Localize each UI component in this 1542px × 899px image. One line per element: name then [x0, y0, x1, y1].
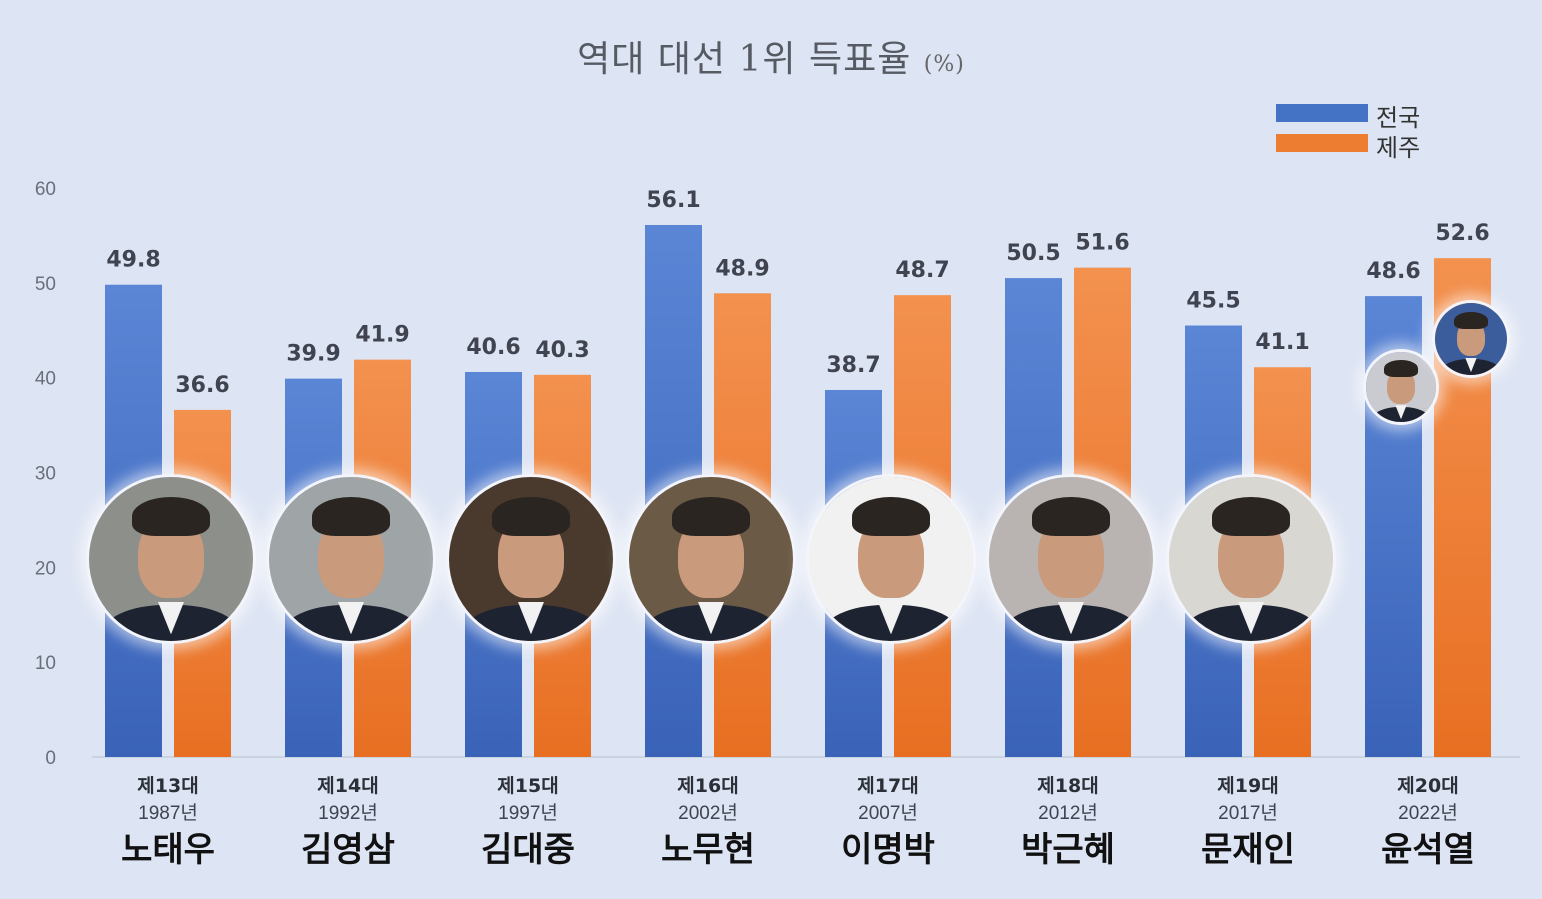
- chart-title: 역대 대선 1위 득표율 (%): [0, 30, 1542, 82]
- category-ordinal: 제13대: [137, 775, 198, 797]
- category-ordinal: 제20대: [1397, 775, 1458, 797]
- portrait-photo: [1432, 300, 1510, 378]
- legend-label-jeju: 제주: [1376, 134, 1421, 162]
- portrait-hair: [1453, 311, 1489, 329]
- data-label-jeju: 40.3: [535, 338, 589, 363]
- category-ordinal: 제14대: [317, 775, 378, 797]
- portrait-hair: [131, 496, 211, 537]
- data-label-nationwide: 50.5: [1006, 241, 1060, 266]
- category-name: 이명박: [841, 830, 935, 870]
- chart-title-unit: (%): [923, 52, 965, 77]
- category-name: 문재인: [1201, 830, 1295, 870]
- category-ordinal: 제16대: [677, 775, 738, 797]
- data-label-jeju: 41.1: [1255, 330, 1309, 355]
- data-label-jeju: 51.6: [1075, 231, 1129, 256]
- category-year: 1987년: [138, 802, 198, 824]
- category-ordinal: 제17대: [857, 775, 918, 797]
- category-ordinal: 제18대: [1037, 775, 1098, 797]
- portrait-photo: [1166, 474, 1336, 644]
- legend-swatch-jeju: [1276, 134, 1368, 152]
- data-label-nationwide: 56.1: [646, 188, 700, 213]
- category-ordinal: 제19대: [1217, 775, 1278, 797]
- chart-title-text: 역대 대선 1위 득표율: [577, 39, 912, 80]
- category-name: 김대중: [481, 830, 575, 870]
- portrait-photo: [806, 474, 976, 644]
- category-name: 박근혜: [1021, 830, 1115, 870]
- portrait-hair: [671, 496, 751, 537]
- portrait-photo: [266, 474, 436, 644]
- portrait-hair: [1384, 360, 1418, 378]
- data-label-jeju: 48.7: [895, 258, 949, 283]
- y-tick-label: 40: [35, 369, 56, 390]
- y-tick-label: 50: [35, 274, 56, 295]
- legend-label-nationwide: 전국: [1376, 104, 1421, 132]
- portrait-photo: [626, 474, 796, 644]
- portrait-shirt: [1465, 357, 1477, 373]
- category-year: 2022년: [1398, 802, 1458, 824]
- portrait-photo: [86, 474, 256, 644]
- data-label-jeju: 52.6: [1435, 221, 1489, 246]
- data-label-nationwide: 40.6: [466, 335, 520, 360]
- data-label-nationwide: 39.9: [286, 342, 340, 367]
- data-label-jeju: 48.9: [715, 256, 769, 281]
- y-tick-label: 0: [45, 748, 56, 769]
- category-year: 1992년: [318, 802, 378, 824]
- data-label-nationwide: 49.8: [106, 248, 160, 273]
- category-name: 김영삼: [301, 830, 395, 870]
- portrait-hair: [1031, 496, 1111, 537]
- portrait-hair: [491, 496, 571, 537]
- category-name: 노무현: [661, 830, 755, 870]
- category-name: 노태우: [121, 830, 215, 870]
- category-year: 2002년: [678, 802, 738, 824]
- data-label-jeju: 36.6: [175, 373, 229, 398]
- portrait-photo: [446, 474, 616, 644]
- portrait-shirt: [1395, 405, 1407, 420]
- legend-item-jeju: 제주: [1276, 128, 1476, 162]
- data-label-jeju: 41.9: [355, 323, 409, 348]
- y-tick-label: 20: [35, 558, 56, 579]
- portrait-photo: [986, 474, 1156, 644]
- category-year: 2012년: [1038, 802, 1098, 824]
- data-label-nationwide: 48.6: [1366, 259, 1420, 284]
- portrait-hair: [311, 496, 391, 537]
- y-tick-label: 10: [35, 653, 56, 674]
- legend: 전국 제주: [1276, 98, 1476, 162]
- legend-swatch-nationwide: [1276, 104, 1368, 122]
- legend-item-nationwide: 전국: [1276, 98, 1476, 132]
- portrait-hair: [851, 496, 931, 537]
- category-year: 2007년: [858, 802, 918, 824]
- y-tick-label: 30: [35, 464, 56, 485]
- category-name: 윤석열: [1381, 830, 1475, 870]
- portrait-photo: [1363, 349, 1439, 425]
- category-year: 2017년: [1218, 802, 1278, 824]
- category-ordinal: 제15대: [497, 775, 558, 797]
- data-label-nationwide: 45.5: [1186, 289, 1240, 314]
- portrait-hair: [1211, 496, 1291, 537]
- category-year: 1997년: [498, 802, 558, 824]
- y-tick-label: 60: [35, 179, 56, 200]
- data-label-nationwide: 38.7: [826, 353, 880, 378]
